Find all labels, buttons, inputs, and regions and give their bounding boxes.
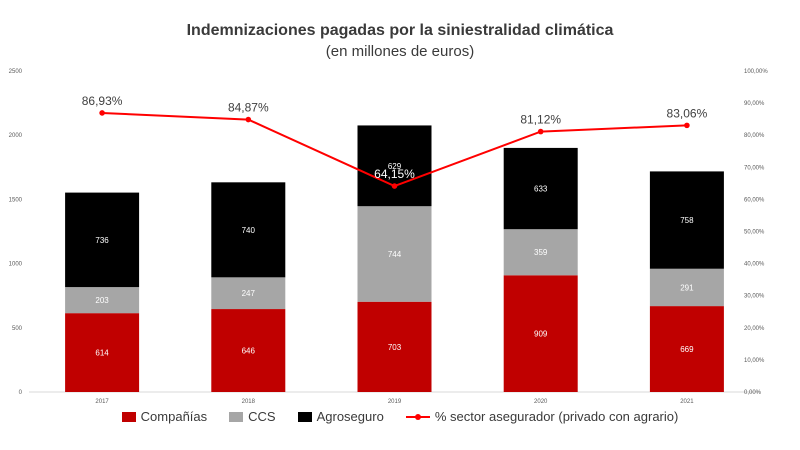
bar-segment-0 <box>649 306 724 392</box>
legend-item-agroseguro: Agroseguro <box>297 409 384 424</box>
y2-tick-label: 80,00% <box>744 133 765 139</box>
y2-tick-label: 40,00% <box>744 262 765 268</box>
y2-tick-label: 100,00% <box>744 69 768 75</box>
y2-tick-label: 50,00% <box>744 230 765 236</box>
bar-value-label: 736 <box>95 236 109 245</box>
y-tick-label: 500 <box>12 326 23 332</box>
bar-value-label: 633 <box>534 185 548 194</box>
sector-line-label: 86,93% <box>82 94 123 108</box>
bar-segment-1 <box>211 277 286 310</box>
y2-tick-label: 20,00% <box>744 326 765 332</box>
legend-swatch-ccs <box>229 411 244 422</box>
bar-segment-2 <box>65 192 140 288</box>
chart-legend: Compañías CCS Agroseguro % sector asegur… <box>0 409 800 424</box>
bar-value-label: 703 <box>388 343 402 352</box>
y-tick-label: 0 <box>19 390 23 396</box>
bar-value-label: 669 <box>680 345 694 354</box>
legend-label-sector: % sector asegurador (privado con agrario… <box>434 409 679 424</box>
bar-segment-2 <box>503 147 578 230</box>
bar-segment-0 <box>211 309 286 392</box>
bar-segment-1 <box>649 268 724 307</box>
sector-line-point <box>245 116 252 123</box>
bar-value-label: 614 <box>95 349 109 358</box>
y-tick-label: 1500 <box>9 197 23 203</box>
legend-label-ccs: CCS <box>248 409 276 424</box>
bar-value-label: 203 <box>95 296 109 305</box>
legend-label-companias: Compañías <box>140 409 208 424</box>
legend-item-ccs: CCS <box>229 409 276 424</box>
bar-segment-0 <box>65 313 140 392</box>
bar-segment-2 <box>211 182 286 278</box>
y2-tick-label: 90,00% <box>744 101 765 107</box>
y2-tick-label: 10,00% <box>744 358 765 364</box>
x-tick-label: 2020 <box>534 399 548 405</box>
sector-line-label: 81,12% <box>520 113 561 127</box>
y-tick-label: 2000 <box>9 133 23 139</box>
bar-value-label: 629 <box>388 162 402 171</box>
y2-tick-label: 60,00% <box>744 197 765 203</box>
y-tick-label: 1000 <box>9 262 23 268</box>
bar-segment-1 <box>503 229 578 276</box>
y2-tick-label: 70,00% <box>744 165 765 171</box>
y-tick-label: 2500 <box>9 69 23 75</box>
legend-swatch-sector-line <box>405 412 430 422</box>
x-tick-label: 2018 <box>242 399 256 405</box>
chart-subtitle: (en millones de euros) <box>325 43 475 60</box>
bar-value-label: 758 <box>680 216 694 225</box>
x-tick-label: 2017 <box>95 399 109 405</box>
legend-item-sector: % sector asegurador (privado con agrario… <box>405 409 679 424</box>
bar-value-label: 291 <box>680 283 694 292</box>
y2-tick-label: 0,00% <box>744 390 762 396</box>
sector-line-point <box>684 122 690 129</box>
bar-value-label: 909 <box>534 330 548 339</box>
bar-segment-1 <box>65 287 140 314</box>
bar-segment-0 <box>357 301 432 392</box>
bar-value-label: 247 <box>242 289 256 298</box>
sector-line-point <box>391 183 398 189</box>
legend-swatch-agroseguro <box>297 411 312 422</box>
sector-line-point <box>537 128 544 135</box>
sector-line-label: 64,15% <box>374 167 415 181</box>
sector-line-label: 83,06% <box>667 106 708 120</box>
x-tick-label: 2019 <box>388 399 402 405</box>
bar-value-label: 740 <box>242 226 256 235</box>
sector-line-label: 84,87% <box>228 101 269 115</box>
chart-title: Indemnizaciones pagadas por la siniestra… <box>186 22 614 39</box>
bar-segment-2 <box>357 125 432 207</box>
legend-swatch-companias <box>121 411 136 422</box>
bar-value-label: 359 <box>534 248 548 257</box>
legend-label-agroseguro: Agroseguro <box>316 409 384 424</box>
x-tick-label: 2021 <box>680 399 694 405</box>
bar-segment-1 <box>357 206 432 302</box>
bar-segment-0 <box>503 275 578 392</box>
y2-tick-label: 30,00% <box>744 294 765 300</box>
bar-value-label: 744 <box>388 250 402 259</box>
bar-segment-2 <box>649 171 724 269</box>
sector-line-point <box>99 110 105 116</box>
legend-item-companias: Compañías <box>121 409 208 424</box>
bar-value-label: 646 <box>242 347 256 356</box>
